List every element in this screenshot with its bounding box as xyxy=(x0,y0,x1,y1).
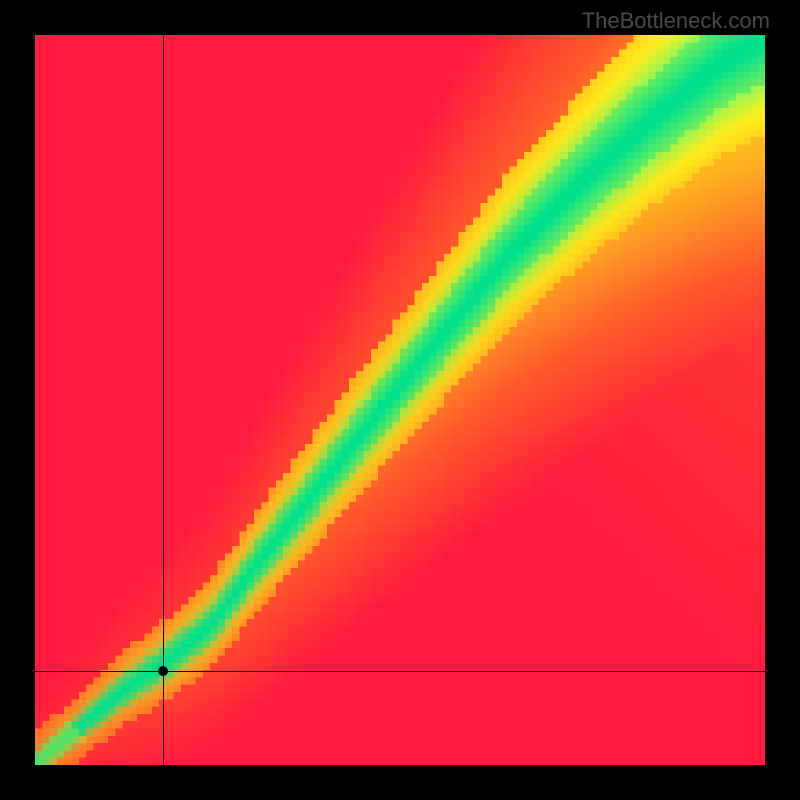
crosshair-vertical xyxy=(163,35,164,765)
watermark-text: TheBottleneck.com xyxy=(582,8,770,34)
heatmap-area xyxy=(35,35,765,765)
heatmap-canvas xyxy=(35,35,765,765)
crosshair-horizontal xyxy=(35,671,765,672)
marker-dot xyxy=(158,666,168,676)
